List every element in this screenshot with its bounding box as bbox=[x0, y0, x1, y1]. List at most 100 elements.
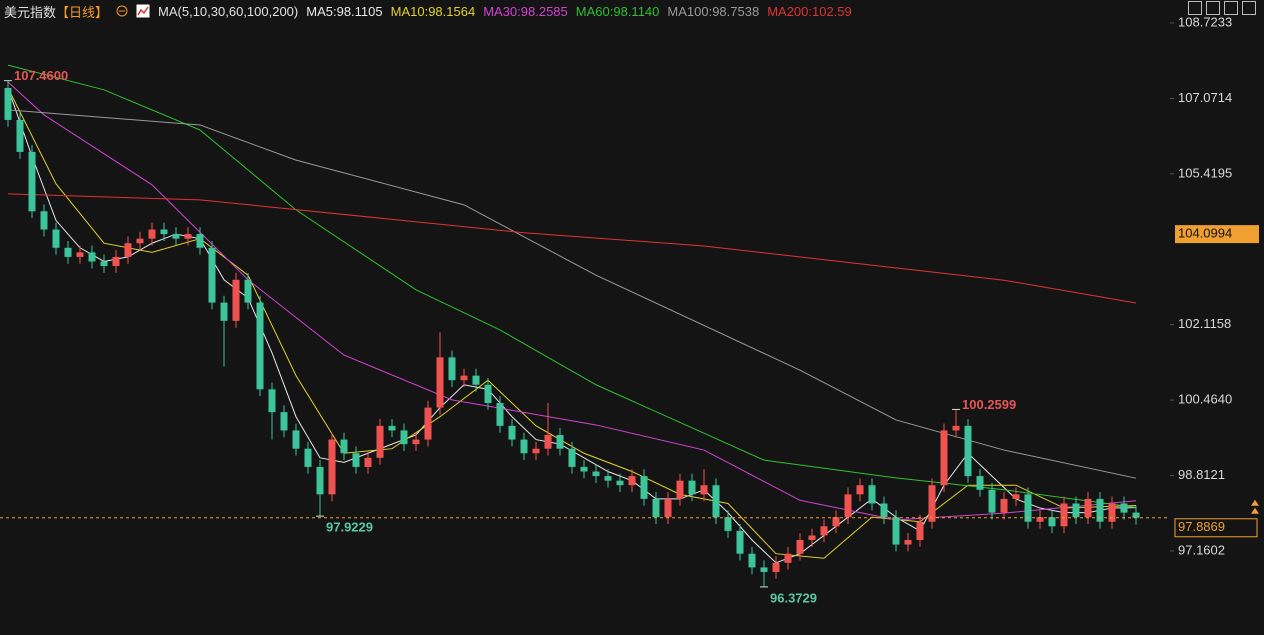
candle-body bbox=[28, 151, 36, 212]
candle bbox=[1072, 496, 1080, 525]
candle-body bbox=[88, 252, 96, 262]
candle bbox=[880, 496, 888, 525]
candle bbox=[328, 432, 336, 502]
candle bbox=[1120, 496, 1128, 520]
candle-body bbox=[52, 229, 60, 248]
candle-body bbox=[448, 357, 456, 381]
marker-price-box bbox=[1175, 225, 1259, 244]
candle bbox=[472, 368, 480, 392]
candle-body bbox=[400, 430, 408, 445]
extreme-label: 96.3729 bbox=[770, 590, 817, 605]
candle-body bbox=[364, 457, 372, 467]
candle-body bbox=[712, 485, 720, 518]
candle-body bbox=[172, 234, 180, 239]
candle-body bbox=[760, 567, 768, 572]
marker-price-label: 104.0994 bbox=[1178, 226, 1232, 241]
candle-body bbox=[808, 535, 816, 541]
candle bbox=[64, 240, 72, 264]
candle bbox=[388, 419, 396, 438]
candle-body bbox=[1048, 517, 1056, 527]
candle bbox=[1084, 492, 1092, 525]
toggle-icon[interactable] bbox=[116, 5, 128, 17]
candle-body bbox=[1024, 494, 1032, 522]
candle bbox=[196, 227, 204, 255]
candle-body bbox=[580, 466, 588, 472]
last-price-label: 97.8869 bbox=[1178, 519, 1225, 534]
candle bbox=[496, 396, 504, 433]
candle-body bbox=[1120, 503, 1128, 513]
candle-body bbox=[472, 375, 480, 385]
candle bbox=[508, 419, 516, 447]
candle-body bbox=[544, 434, 552, 449]
candle bbox=[148, 222, 156, 246]
candle bbox=[652, 492, 660, 525]
candle bbox=[412, 432, 420, 451]
candle-body bbox=[340, 439, 348, 454]
candle-body bbox=[112, 256, 120, 267]
candle bbox=[856, 478, 864, 502]
candle bbox=[460, 368, 468, 388]
candle bbox=[700, 469, 708, 502]
candle bbox=[280, 405, 288, 438]
candle-body bbox=[316, 466, 324, 495]
last-price-arrow bbox=[1251, 499, 1259, 514]
instrument-title: 美元指数 bbox=[4, 4, 57, 20]
candle bbox=[664, 492, 672, 525]
ma-line bbox=[7, 193, 1137, 304]
candle bbox=[1132, 505, 1140, 525]
candle-body bbox=[892, 517, 900, 545]
y-tick-label: 97.1602 bbox=[1178, 542, 1225, 557]
candle-body bbox=[328, 439, 336, 495]
candle-body bbox=[820, 526, 828, 536]
candle-body bbox=[952, 425, 960, 431]
indicator-icon[interactable] bbox=[136, 4, 150, 18]
tool-button[interactable] bbox=[1224, 1, 1238, 15]
candle-body bbox=[220, 302, 228, 321]
candle bbox=[52, 222, 60, 255]
candle-body bbox=[244, 279, 252, 303]
candle-body bbox=[16, 119, 24, 152]
candle bbox=[868, 478, 876, 511]
candle bbox=[736, 524, 744, 561]
candle-body bbox=[976, 476, 984, 490]
candle-body bbox=[1084, 498, 1092, 518]
candle bbox=[424, 400, 432, 447]
candle-body bbox=[256, 302, 264, 390]
tool-button[interactable] bbox=[1206, 1, 1220, 15]
candle-body bbox=[652, 498, 660, 518]
toolbar bbox=[1188, 1, 1256, 15]
candle bbox=[184, 227, 192, 246]
candle bbox=[304, 441, 312, 474]
extreme-label: 97.9229 bbox=[326, 520, 373, 535]
legend-entry: MA100:98.7538 bbox=[667, 3, 760, 19]
candle-body bbox=[940, 430, 948, 486]
candle-body bbox=[904, 540, 912, 545]
candle bbox=[976, 469, 984, 497]
candle bbox=[100, 254, 108, 273]
candle bbox=[40, 204, 48, 237]
tool-button[interactable] bbox=[1242, 1, 1256, 15]
candle bbox=[964, 419, 972, 483]
candle-body bbox=[676, 480, 684, 499]
candle bbox=[28, 145, 36, 219]
candle bbox=[1096, 492, 1104, 529]
candle bbox=[712, 478, 720, 525]
legend-entry: MA200:102.59 bbox=[767, 3, 852, 19]
candle-body bbox=[616, 480, 624, 486]
candle bbox=[256, 295, 264, 397]
candle bbox=[316, 460, 324, 517]
candle-body bbox=[988, 489, 996, 513]
candle-body bbox=[796, 540, 804, 554]
candle-body bbox=[292, 430, 300, 449]
ma-line bbox=[7, 87, 1137, 559]
period[interactable]: 【日线】 bbox=[56, 4, 109, 20]
candle-body bbox=[736, 530, 744, 554]
y-tick-label: 102.1158 bbox=[1178, 316, 1231, 331]
candle-body bbox=[868, 485, 876, 504]
candle-body bbox=[436, 357, 444, 408]
candle-body bbox=[412, 439, 420, 445]
tool-button[interactable] bbox=[1188, 1, 1202, 15]
candle-body bbox=[784, 553, 792, 563]
header: 美元指数 【日线】 MA(5,10,30,60,100,200) MA5:98.… bbox=[4, 2, 852, 20]
candle bbox=[580, 460, 588, 479]
